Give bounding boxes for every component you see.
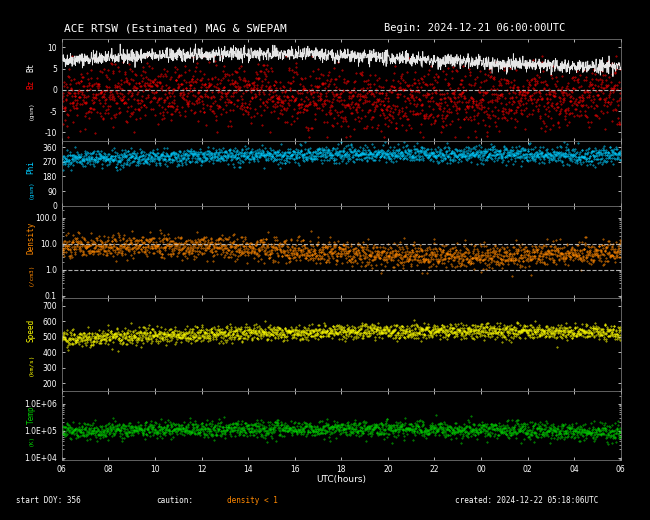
Text: Density: Density — [27, 222, 36, 254]
Text: density < 1: density < 1 — [227, 497, 278, 505]
Text: Temp: Temp — [27, 406, 36, 424]
Text: ACE RTSW (Estimated) MAG & SWEPAM: ACE RTSW (Estimated) MAG & SWEPAM — [64, 23, 287, 33]
Text: Phi: Phi — [27, 160, 36, 174]
Text: (K): (K) — [29, 435, 34, 446]
Text: start DOY: 356: start DOY: 356 — [16, 497, 81, 505]
Text: Begin: 2024-12-21 06:00:00UTC: Begin: 2024-12-21 06:00:00UTC — [384, 23, 565, 33]
Text: (km/s): (km/s) — [29, 354, 34, 376]
Text: Bt: Bt — [27, 63, 36, 72]
X-axis label: UTC(hours): UTC(hours) — [317, 475, 366, 485]
Text: (/cm3): (/cm3) — [29, 264, 34, 287]
Text: caution:: caution: — [156, 497, 193, 505]
Text: Bz: Bz — [27, 80, 36, 89]
Text: created: 2024-12-22 05:18:06UTC: created: 2024-12-22 05:18:06UTC — [455, 497, 599, 505]
Text: (gsm): (gsm) — [29, 180, 34, 199]
Text: Speed: Speed — [27, 319, 36, 342]
Text: (gsm): (gsm) — [29, 101, 34, 120]
